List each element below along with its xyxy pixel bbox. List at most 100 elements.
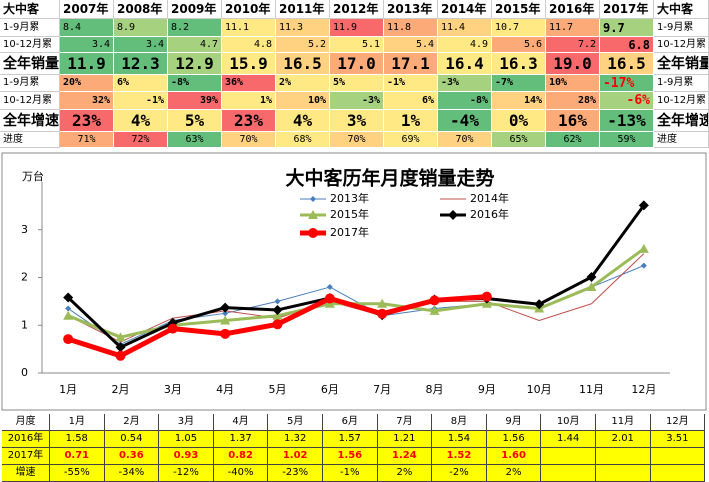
top-cell: 11.7 — [546, 19, 600, 37]
bottom-empty-cell — [596, 448, 651, 465]
bottom-empty-cell — [541, 448, 596, 465]
top-cell: 17.0 — [330, 53, 384, 75]
top-cell: 10% — [546, 75, 600, 92]
series-marker — [115, 350, 126, 361]
top-header-cell: 大中客 — [654, 0, 709, 19]
top-cell: 16.5 — [276, 53, 330, 75]
bottom-cell: -2% — [432, 465, 487, 482]
series-marker — [220, 315, 231, 325]
top-cell: 32% — [60, 92, 114, 110]
series-marker — [63, 292, 74, 303]
top-header-cell: 2008年 — [114, 0, 168, 19]
top-row-label: 10-12月累 — [0, 92, 60, 110]
top-cell: 11.9 — [330, 19, 384, 37]
x-tick-label: 7月 — [373, 383, 391, 396]
bottom-cell: 1.21 — [377, 431, 433, 448]
top-header-cell: 2016年 — [546, 0, 600, 19]
bottom-cell: 1.02 — [268, 448, 323, 465]
top-cell: -13% — [600, 110, 654, 132]
top-cell: 5.2 — [276, 37, 330, 53]
legend-label: 2015年 — [330, 207, 369, 221]
top-cell: 23% — [222, 110, 276, 132]
x-tick-label: 12月 — [631, 383, 656, 396]
series-marker — [274, 298, 281, 305]
series-marker — [534, 299, 545, 310]
bottom-cell: 2.01 — [596, 431, 651, 448]
bottom-cell: -23% — [268, 465, 323, 482]
top-cell: 20% — [60, 75, 114, 92]
top-cell: 15.9 — [222, 53, 276, 75]
top-row-label: 10-12月累 — [654, 37, 709, 53]
bottom-header-cell: 2月 — [104, 414, 160, 431]
top-cell: 59% — [600, 132, 654, 148]
bottom-header-cell: 10月 — [541, 414, 596, 431]
bottom-header-cell: 6月 — [323, 414, 378, 431]
top-row-label: 1-9月累 — [654, 19, 709, 37]
top-cell: 8.9 — [114, 19, 168, 37]
y-tick-label: 1 — [21, 318, 28, 331]
top-cell: -17% — [600, 75, 654, 92]
series-marker — [377, 308, 388, 319]
bottom-header-cell: 9月 — [486, 414, 542, 431]
series-marker — [640, 262, 647, 269]
top-cell: 70% — [438, 132, 492, 148]
bottom-row-label: 2017年 — [2, 448, 50, 465]
series-marker — [115, 332, 126, 342]
top-header-cell: 2013年 — [384, 0, 438, 19]
bottom-cell: -1% — [323, 465, 378, 482]
top-cell: 16.3 — [492, 53, 546, 75]
chart-border — [1, 152, 707, 411]
legend-marker — [310, 196, 316, 202]
top-cell: 2% — [276, 75, 330, 92]
top-cell: 12.3 — [114, 53, 168, 75]
top-cell: 16.5 — [600, 53, 654, 75]
legend-marker — [308, 228, 318, 238]
x-tick-label: 2月 — [112, 383, 130, 396]
x-tick-label: 9月 — [478, 383, 496, 396]
top-cell: 16% — [546, 110, 600, 132]
x-tick-label: 1月 — [59, 383, 77, 396]
bottom-empty-cell — [650, 465, 706, 482]
series-marker — [222, 310, 229, 317]
bottom-cell: 2% — [377, 465, 433, 482]
y-tick-label: 2 — [21, 271, 28, 284]
series-marker — [377, 298, 388, 308]
bottom-cell: 0.82 — [213, 448, 269, 465]
bottom-cell: 1.37 — [213, 431, 269, 448]
top-header-cell: 2011年 — [276, 0, 330, 19]
top-header-cell: 2012年 — [330, 0, 384, 19]
bottom-header-cell: 12月 — [650, 414, 706, 431]
bottom-header-cell: 11月 — [596, 414, 651, 431]
x-tick-label: 10月 — [527, 383, 552, 396]
series-marker — [115, 342, 126, 353]
top-row-label: 1-9月累 — [654, 75, 709, 92]
bottom-cell: 1.52 — [432, 448, 487, 465]
top-cell: 1% — [384, 110, 438, 132]
legend-marker — [308, 210, 318, 219]
y-tick-label: 3 — [21, 223, 28, 236]
series-marker — [326, 284, 333, 291]
series-marker — [324, 293, 335, 304]
series-marker — [167, 323, 178, 334]
bottom-row-label: 增速 — [2, 465, 50, 482]
series-marker — [638, 243, 649, 253]
top-row-label: 全年销量 — [0, 53, 60, 75]
top-cell: 63% — [168, 132, 222, 148]
top-row-label: 10-12月累 — [654, 92, 709, 110]
top-cell: 36% — [222, 75, 276, 92]
top-cell: 6% — [384, 92, 438, 110]
top-cell: 10% — [276, 92, 330, 110]
top-cell: 4.7 — [168, 37, 222, 53]
bottom-cell: -55% — [50, 465, 105, 482]
x-tick-label: 6月 — [321, 383, 339, 396]
bottom-cell: 1.57 — [323, 431, 378, 448]
top-row-label: 进度 — [0, 132, 60, 148]
top-header-cell: 2009年 — [168, 0, 222, 19]
legend-label: 2013年 — [330, 191, 369, 205]
top-cell: 23% — [60, 110, 114, 132]
bottom-cell: 0.36 — [104, 448, 160, 465]
top-cell: 11.4 — [438, 19, 492, 37]
top-cell: 4.8 — [222, 37, 276, 53]
top-cell: -3% — [438, 75, 492, 92]
